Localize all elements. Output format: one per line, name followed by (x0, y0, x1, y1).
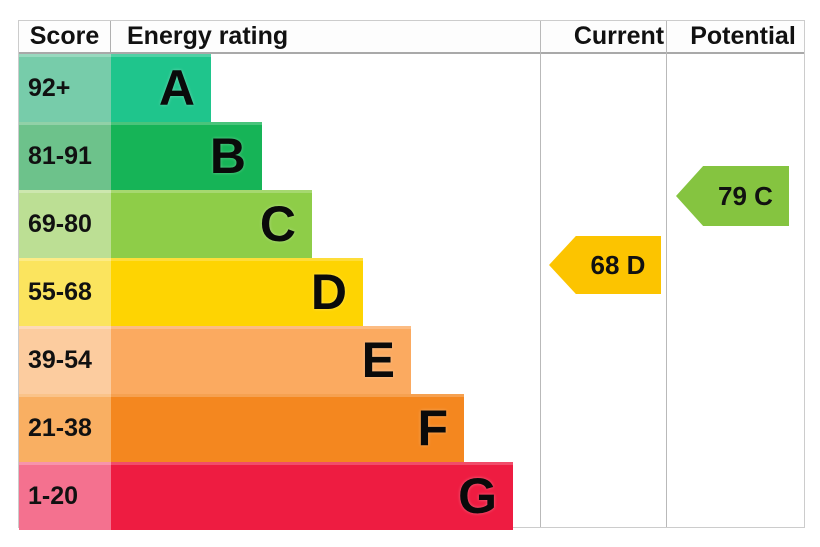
potential-column-header: Potential (690, 22, 796, 50)
score-range-e: 39-54 (19, 326, 111, 394)
score-range-g: 1-20 (19, 462, 111, 530)
band-rows: 92+ A 81-91 B 69-80 C 55-68 D 39-54 E 21… (19, 54, 540, 530)
band-bar-a: A (111, 54, 211, 122)
current-column-divider (540, 21, 541, 527)
band-bar-d: D (111, 258, 363, 326)
score-range-a: 92+ (19, 54, 111, 122)
energy-rating-column-header: Energy rating (127, 22, 289, 50)
band-row-c: 69-80 C (19, 190, 540, 258)
chart-header-row: Score Energy rating Current Potential (19, 21, 804, 54)
band-row-b: 81-91 B (19, 122, 540, 190)
current-column-header: Current (573, 22, 665, 50)
band-bar-e: E (111, 326, 411, 394)
band-bar-b: B (111, 122, 262, 190)
band-row-f: 21-38 F (19, 394, 540, 462)
score-range-b: 81-91 (19, 122, 111, 190)
score-range-d: 55-68 (19, 258, 111, 326)
potential-column-divider (666, 21, 667, 527)
score-column-header: Score (19, 21, 111, 52)
current-rating-arrow: 68 D (549, 236, 661, 294)
score-range-f: 21-38 (19, 394, 111, 462)
band-row-e: 39-54 E (19, 326, 540, 394)
band-row-a: 92+ A (19, 54, 540, 122)
band-bar-c: C (111, 190, 312, 258)
band-row-g: 1-20 G (19, 462, 540, 530)
band-bar-f: F (111, 394, 464, 462)
potential-rating-arrow: 79 C (676, 166, 789, 226)
score-range-c: 69-80 (19, 190, 111, 258)
band-row-d: 55-68 D (19, 258, 540, 326)
band-bar-g: G (111, 462, 513, 530)
epc-energy-rating-chart: Score Energy rating Current Potential 92… (18, 20, 805, 530)
